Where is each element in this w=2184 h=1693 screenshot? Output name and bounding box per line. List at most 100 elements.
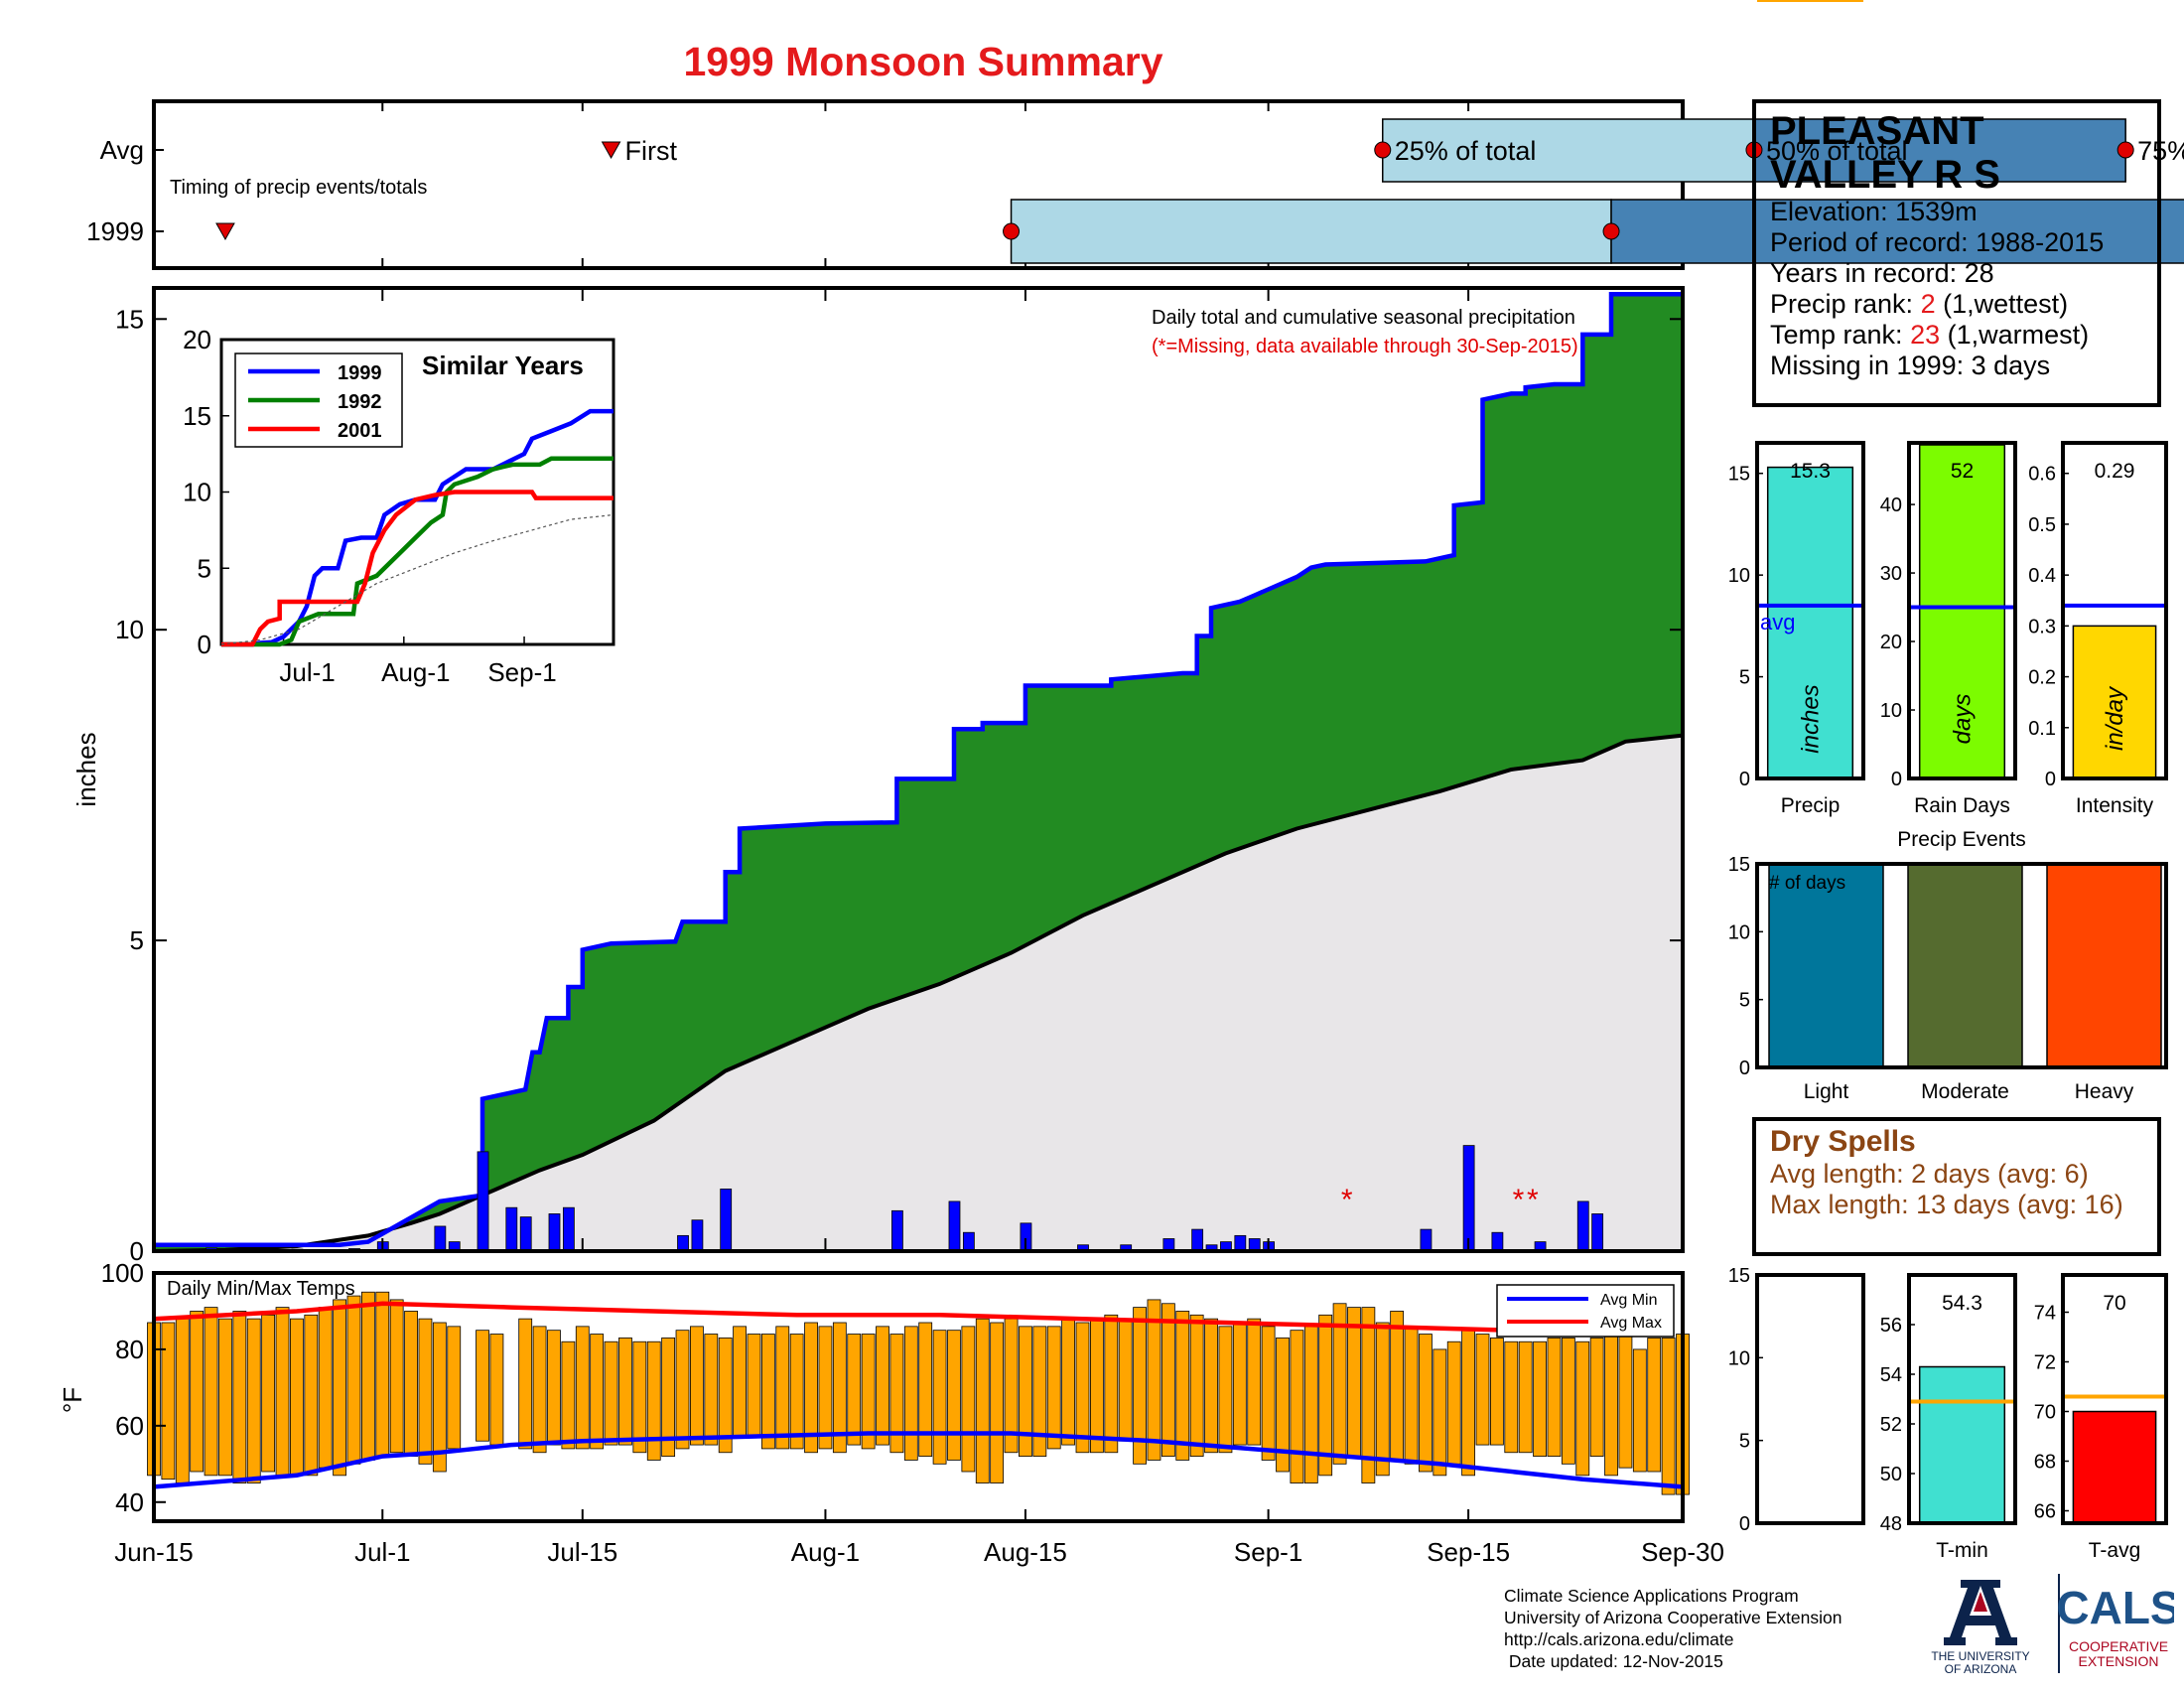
precip_bar-avg-label: avg bbox=[1760, 610, 1795, 635]
main-x-tick-label: Aug-15 bbox=[984, 1537, 1067, 1567]
daily-temp-bar bbox=[218, 1318, 232, 1477]
daily-temp-bar bbox=[1661, 1337, 1676, 1495]
tavg_bar-axis-label: T-avg bbox=[2089, 1539, 2141, 1562]
precip_bar-y-tick-label: 15 bbox=[1728, 464, 1750, 486]
intensity_bar-unit-label: in/day bbox=[2102, 685, 2128, 751]
raindays_bar-unit-label: days bbox=[1950, 694, 1977, 745]
daily-temp-bar bbox=[1218, 1326, 1233, 1454]
daily-temp-bar bbox=[1046, 1326, 1061, 1450]
footer-line-url[interactable]: http://cals.arizona.edu/climate bbox=[1504, 1629, 1734, 1649]
daily-temp-bar bbox=[246, 1318, 261, 1483]
daily-precip-bar bbox=[1491, 1231, 1504, 1252]
daily-temp-bar bbox=[1332, 1303, 1347, 1465]
daily-precip-bar bbox=[720, 1189, 733, 1252]
daily-precip-bar bbox=[962, 1231, 975, 1252]
daily-temp-bar bbox=[261, 1314, 276, 1473]
daily-temp-bar bbox=[561, 1340, 576, 1450]
page-title: 1999 Monsoon Summary bbox=[683, 39, 1162, 84]
precip_bar-axis-label: Precip bbox=[1781, 794, 1841, 817]
timing-row-label-year: 1999 bbox=[86, 216, 144, 246]
daily-temp-bar bbox=[518, 1318, 533, 1450]
tavg_bar-y-tick-label: 74 bbox=[2034, 1303, 2056, 1325]
ua-logo-a-icon bbox=[1944, 1580, 2017, 1645]
daily-temp-bar bbox=[1276, 1337, 1290, 1473]
intensity_bar-y-tick-label: 0.2 bbox=[2028, 667, 2056, 689]
daily-temp-bar bbox=[747, 1334, 761, 1438]
main-x-tick-label: Sep-1 bbox=[1234, 1537, 1302, 1567]
daily-temp-bar bbox=[1533, 1340, 1547, 1458]
temps-plot-frame bbox=[152, 1271, 1685, 1523]
missing-day-marker: * bbox=[1513, 1184, 1525, 1216]
tmin_bar-y-tick-label: 48 bbox=[1880, 1513, 1902, 1535]
daily-temp-bar bbox=[1647, 1337, 1662, 1473]
similar-years-title: Similar Years bbox=[422, 351, 584, 380]
daily-temp-bar bbox=[1433, 1348, 1447, 1477]
raindays_bar-y-tick-label: 40 bbox=[1880, 494, 1902, 516]
daily-temp-bar bbox=[204, 1307, 218, 1477]
timing-label-p50: 50% of total bbox=[1766, 136, 1908, 166]
temps-y-tick-label: 100 bbox=[101, 1258, 144, 1288]
ua-logo-line2: OF ARIZONA bbox=[1945, 1662, 2017, 1676]
daily-temp-bar bbox=[733, 1326, 747, 1438]
tavg_bar-y-tick-label: 68 bbox=[2034, 1452, 2056, 1474]
precip_bar-y-tick-label: 5 bbox=[1739, 667, 1750, 689]
main-y-axis-label: inches bbox=[71, 732, 101, 806]
timing-row-label-avg: Avg bbox=[100, 135, 144, 165]
main-x-tick-label: Jul-1 bbox=[354, 1537, 410, 1567]
main-x-tick-label: Jul-15 bbox=[547, 1537, 617, 1567]
cumulative-1999-line bbox=[154, 292, 1683, 1247]
temp-rank-label: Temp rank: bbox=[1770, 320, 1903, 350]
station-name: PLEASANT VALLEY R S bbox=[1770, 109, 2000, 197]
similar-years-y-tick-label: 0 bbox=[198, 630, 211, 659]
missing-day-marker: * bbox=[1341, 1184, 1353, 1216]
timing-year-p25-marker bbox=[1003, 222, 1021, 240]
similar-years-y-tick-label: 20 bbox=[183, 325, 211, 354]
intensity_bar-panel-frame bbox=[2061, 441, 2168, 780]
temps-legend bbox=[1496, 1284, 1675, 1338]
main-annotation: Daily total and cumulative seasonal prec… bbox=[1152, 307, 1575, 329]
tmin_bar-y-tick-label: 50 bbox=[1880, 1464, 1902, 1485]
daily-temp-bar bbox=[1318, 1314, 1333, 1477]
temps-title: Daily Min/Max Temps bbox=[167, 1278, 355, 1300]
daily-temp-bar bbox=[275, 1307, 290, 1477]
events-y-tick-label: 15 bbox=[1728, 1265, 1750, 1287]
daily-temp-bar bbox=[775, 1326, 790, 1450]
precip-rank-value: 2 bbox=[1920, 289, 1936, 319]
daily-temp-bar bbox=[789, 1334, 804, 1450]
daily-temp-bar bbox=[1303, 1326, 1318, 1483]
daily-temp-bar bbox=[447, 1326, 462, 1450]
intensity_bar-y-tick-label: 0 bbox=[2045, 769, 2056, 790]
daily-precip-bar bbox=[891, 1209, 903, 1252]
daily-temp-bar bbox=[990, 1322, 1005, 1483]
timing-avg-q1-box bbox=[1382, 118, 1755, 183]
tavg_bar-y-tick-label: 72 bbox=[2034, 1352, 2056, 1374]
main-plot-frame bbox=[152, 286, 1685, 1253]
cals-logo-line2: EXTENSION bbox=[2079, 1653, 2159, 1669]
timing-avg-first-marker bbox=[601, 141, 621, 160]
daily-temp-bar bbox=[1032, 1326, 1047, 1458]
intensity_bar-value-bar bbox=[2072, 625, 2157, 779]
main-y-tick-label: 15 bbox=[115, 304, 144, 334]
cals-logo: CALS COOPERATIVE EXTENSION bbox=[2056, 1574, 2174, 1673]
daily-temp-bar bbox=[1504, 1340, 1519, 1454]
precip_bar-unit-label: inches bbox=[1798, 684, 1825, 753]
temp-rank-value: 23 bbox=[1910, 320, 1941, 350]
daily-precip-bar bbox=[548, 1213, 561, 1252]
daily-temp-bar bbox=[1019, 1326, 1032, 1458]
timing-year-q2-box bbox=[1610, 199, 2184, 264]
daily-temp-bar bbox=[1232, 1322, 1247, 1446]
daily-precip-bar bbox=[562, 1206, 575, 1252]
daily-temp-bar bbox=[1175, 1311, 1190, 1461]
avg-max-temp-line bbox=[153, 1301, 1655, 1337]
main-y-tick-label: 5 bbox=[130, 925, 144, 955]
station-years: Years in record: 28 bbox=[1770, 258, 1994, 288]
precip_bar-y-tick-label: 0 bbox=[1739, 769, 1750, 790]
events-y-tick-label: 0 bbox=[1739, 1058, 1750, 1079]
daily-temp-bar bbox=[1261, 1326, 1276, 1461]
daily-temp-bar bbox=[418, 1318, 433, 1465]
precip-rank-note: (1,wettest) bbox=[1943, 289, 2069, 319]
daily-temp-bar bbox=[704, 1334, 719, 1446]
daily-temp-bar bbox=[161, 1322, 176, 1481]
daily-temp-bar bbox=[290, 1318, 304, 1477]
similar-years-legend-label: 1999 bbox=[338, 362, 382, 384]
